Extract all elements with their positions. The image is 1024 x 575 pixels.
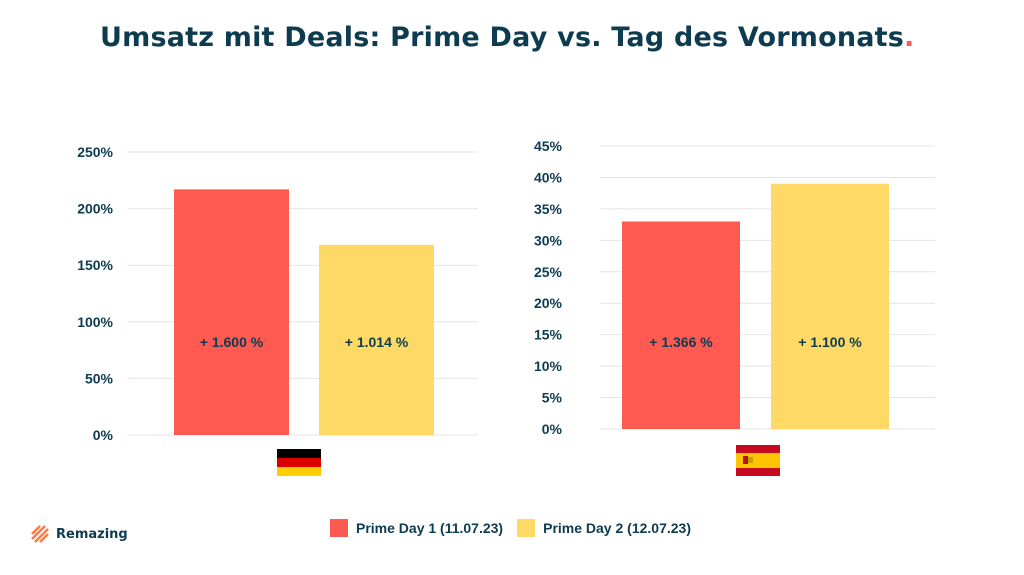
y-tick-label: 0% — [542, 421, 563, 437]
bar-data-label: + 1.014 % — [345, 334, 409, 350]
legend-swatch-prime-day-2 — [517, 519, 536, 537]
y-tick-label: 0% — [93, 427, 114, 443]
bar-prime-day-1 — [174, 189, 289, 435]
y-tick-label: 150% — [77, 257, 113, 273]
y-tick-label: 25% — [534, 264, 563, 280]
legend-swatch-prime-day-1 — [330, 519, 348, 537]
y-tick-label: 40% — [534, 169, 563, 185]
bar-data-label: + 1.100 % — [798, 334, 862, 350]
y-tick-label: 250% — [77, 144, 113, 160]
y-tick-label: 15% — [534, 327, 563, 343]
chart-germany: 0% 50% 100% 150% 200% 250% + 1.600 % + 1.014 % — [77, 144, 478, 443]
legend-label-prime-day-2: Prime Day 2 (12.07.23) — [543, 520, 691, 536]
y-tick-label: 200% — [77, 201, 113, 217]
legend: Prime Day 1 (11.07.23) Prime Day 2 (12.0… — [330, 519, 705, 537]
legend-label-prime-day-1: Prime Day 1 (11.07.23) — [356, 520, 504, 536]
bar-prime-day-2 — [319, 244, 434, 435]
y-tick-label: 20% — [534, 295, 563, 311]
logo-text: Remazing — [56, 526, 128, 542]
legend-item-prime-day-1: Prime Day 1 (11.07.23) — [330, 519, 503, 537]
y-tick-label: 5% — [542, 390, 563, 406]
bar-data-label: + 1.600 % — [200, 334, 264, 350]
bar-data-label: + 1.366 % — [649, 334, 713, 350]
title-dot: . — [904, 22, 915, 53]
y-tick-label: 10% — [534, 358, 563, 374]
y-tick-label: 50% — [85, 370, 114, 386]
bar-prime-day-1 — [622, 221, 740, 429]
page-title: Umsatz mit Deals: Prime Day vs. Tag des … — [0, 22, 1024, 53]
y-tick-label: 30% — [534, 232, 563, 248]
remazing-logo-icon — [31, 525, 49, 543]
title-text: Umsatz mit Deals: Prime Day vs. Tag des … — [100, 22, 905, 53]
spain-flag — [736, 445, 780, 476]
chart-spain: 0% 5% 10% 15% 20% 25% 30% 35% 40% 45% + 1.366 % + 1… — [534, 138, 935, 437]
y-tick-label: 45% — [534, 138, 563, 154]
legend-item-prime-day-2: Prime Day 2 (12.07.23) — [517, 519, 691, 537]
logo: Remazing — [30, 524, 128, 544]
y-tick-label: 35% — [534, 201, 563, 217]
bar-prime-day-2 — [771, 183, 889, 429]
germany-flag — [277, 449, 321, 476]
charts-canvas: 0%50%100%150%200%250%+ 1.600 % + 1.014 % … — [77, 138, 935, 476]
y-tick-label: 100% — [77, 314, 113, 330]
